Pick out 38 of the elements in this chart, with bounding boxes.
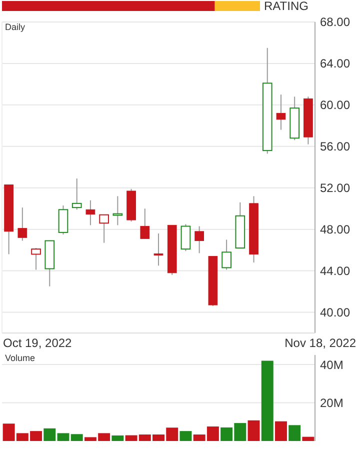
candlestick (99, 214, 109, 244)
candlestick (18, 207, 28, 242)
text: Oct 19, 2022 (3, 336, 72, 350)
candlestick (140, 208, 150, 240)
bar (248, 420, 260, 441)
candlestick (72, 178, 82, 210)
y-axis-title: RATING (264, 0, 308, 14)
y-tick-label: 40.00 (320, 305, 350, 320)
y-tick-label: 68.00 (320, 15, 350, 30)
bar (302, 436, 314, 441)
y-tick-label: 48.00 (320, 222, 350, 237)
y-tick-label: 40M (320, 358, 344, 372)
candlestick (276, 94, 286, 130)
bar (288, 425, 301, 441)
chart-title: Daily (5, 22, 26, 32)
text: Nov 18, 2022 (284, 336, 356, 350)
chart-title: Volume (5, 353, 36, 363)
bar (44, 428, 56, 441)
bar (112, 435, 124, 441)
candlestick (154, 232, 164, 266)
candlestick (112, 196, 123, 226)
y-tick-label: 52.00 (320, 181, 350, 196)
candlestick (86, 200, 96, 226)
candlestick (180, 224, 191, 252)
candlestick (222, 239, 232, 270)
y-tick-label: 56.00 (320, 140, 350, 154)
bar (180, 431, 192, 441)
y-tick-label: 20M (320, 396, 344, 410)
candlestick (58, 204, 68, 236)
bar (261, 360, 274, 441)
candlestick (31, 247, 41, 270)
y-tick-label: 64.00 (320, 56, 350, 71)
bar (57, 433, 70, 441)
y-tick-label: 60.00 (320, 98, 350, 112)
candlestick (194, 226, 204, 254)
bar (70, 434, 83, 441)
bar (274, 421, 287, 441)
y-tick-label: 44.00 (320, 264, 350, 278)
